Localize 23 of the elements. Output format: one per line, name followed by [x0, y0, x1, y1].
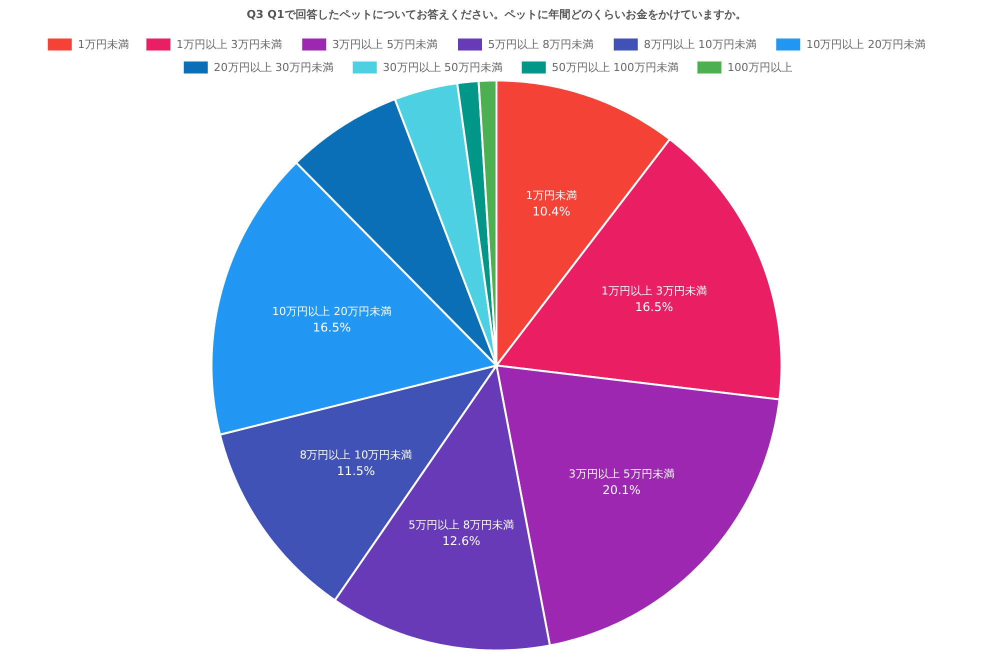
- slice-label: 10万円以上 20万円未満: [272, 304, 392, 318]
- legend-label: 1万円以上 3万円未満: [176, 38, 282, 51]
- slice-label: 1万円未満: [526, 189, 577, 202]
- legend-label: 5万円以上 8万円未満: [488, 38, 594, 51]
- slice-label: 1万円以上 3万円未満: [601, 284, 707, 298]
- data-label: 10.4%: [532, 204, 570, 219]
- data-label: 12.6%: [442, 534, 480, 548]
- legend-label: 30万円以上 50万円未満: [382, 61, 502, 74]
- data-label: 20.1%: [602, 483, 641, 498]
- slice-label: 8万円以上 10万円未満: [300, 448, 412, 462]
- chart-title: Q3 Q1で回答したペットについてお答えください。ペットに年間どのくらいお金をかけていますか。: [246, 8, 746, 21]
- slice-label: 3万円以上 5万円未満: [568, 468, 674, 481]
- data-label: 16.5%: [312, 320, 351, 334]
- legend-label: 100万円以上: [727, 61, 792, 74]
- legend-label: 8万円以上 10万円未満: [644, 38, 756, 51]
- data-label: 16.5%: [635, 300, 674, 314]
- legend-label: 3万円以上 5万円未満: [332, 38, 438, 51]
- slice-label: 5万円以上 8万円未満: [408, 518, 514, 532]
- legend-label: 20万円以上 30万円未満: [214, 61, 334, 74]
- legend-label: 50万円以上 100万円未満: [552, 61, 678, 74]
- data-label: 11.5%: [336, 464, 376, 478]
- legend-label: 10万円以上 20万円未満: [806, 38, 926, 51]
- legend-label: 1万円未満: [78, 38, 129, 51]
